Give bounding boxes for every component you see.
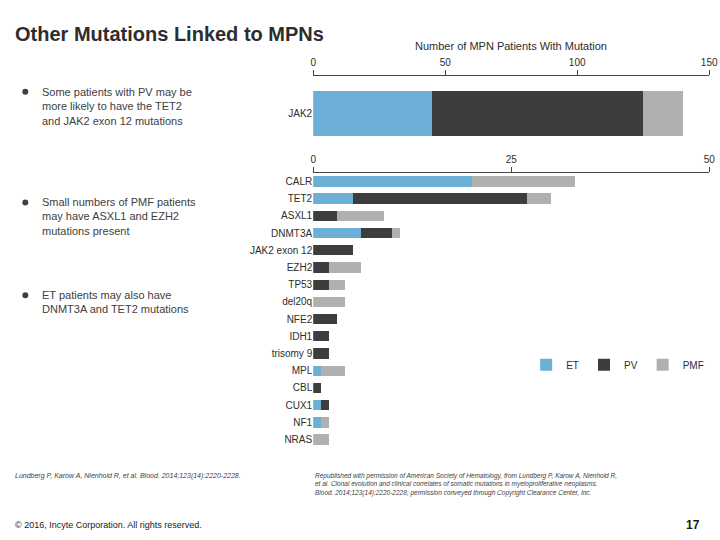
- svg-text:Number of MPN Patients With Mu: Number of MPN Patients With Mutation: [415, 40, 607, 52]
- svg-text:0: 0: [310, 57, 316, 68]
- svg-text:150: 150: [701, 57, 718, 68]
- svg-text:PV: PV: [624, 360, 638, 371]
- svg-text:Small numbers of PMF patientsm: Small numbers of PMF patientsmay have AS…: [42, 196, 196, 237]
- svg-text:del20q: del20q: [282, 296, 312, 307]
- svg-text:ASXL1: ASXL1: [281, 210, 313, 221]
- svg-text:ET: ET: [566, 360, 579, 371]
- svg-text:TET2: TET2: [288, 193, 313, 204]
- svg-text:50: 50: [704, 154, 716, 165]
- svg-text:0: 0: [310, 154, 316, 165]
- svg-text:© 2016, Incyte Corporation. Al: © 2016, Incyte Corporation. All rights r…: [15, 520, 202, 530]
- svg-text:EZH2: EZH2: [287, 262, 313, 273]
- svg-text:Republished with permission of: Republished with permission of American …: [315, 472, 617, 497]
- svg-text:NRAS: NRAS: [284, 434, 312, 445]
- svg-text:MPL: MPL: [292, 365, 313, 376]
- svg-text:NF1: NF1: [293, 417, 312, 428]
- svg-text:Some patients with PV may bemo: Some patients with PV may bemore likely …: [42, 86, 192, 127]
- svg-text:ET patients may also haveDNMT3: ET patients may also haveDNMT3A and TET2…: [42, 289, 189, 315]
- svg-text:Other Mutations Linked to MPNs: Other Mutations Linked to MPNs: [15, 23, 324, 45]
- svg-text:17: 17: [686, 518, 700, 532]
- svg-text:IDH1: IDH1: [289, 331, 312, 342]
- svg-text:100: 100: [569, 57, 586, 68]
- svg-text:TP53: TP53: [288, 279, 312, 290]
- svg-text:Lundberg P, Karow A, Nienhold: Lundberg P, Karow A, Nienhold R, et al. …: [15, 472, 241, 480]
- svg-text:NFE2: NFE2: [287, 314, 313, 325]
- svg-text:trisomy 9: trisomy 9: [272, 348, 313, 359]
- svg-text:25: 25: [506, 154, 518, 165]
- svg-text:50: 50: [440, 57, 452, 68]
- svg-text:CUX1: CUX1: [286, 400, 313, 411]
- svg-text:JAK2: JAK2: [288, 108, 312, 119]
- svg-text:CALR: CALR: [286, 176, 313, 187]
- svg-text:CBL: CBL: [293, 382, 313, 393]
- svg-text:DNMT3A: DNMT3A: [271, 228, 312, 239]
- svg-text:JAK2 exon 12: JAK2 exon 12: [250, 245, 313, 256]
- svg-text:PMF: PMF: [683, 360, 704, 371]
